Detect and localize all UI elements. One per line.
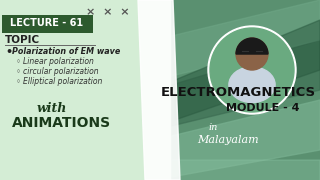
Text: Linear polarization: Linear polarization: [23, 57, 94, 66]
Text: Polarization of EM wave: Polarization of EM wave: [12, 48, 120, 57]
Bar: [155, 0, 320, 180]
Polygon shape: [155, 160, 320, 180]
Text: •: •: [5, 47, 12, 57]
Wedge shape: [236, 38, 268, 54]
Text: with: with: [37, 102, 67, 114]
FancyBboxPatch shape: [2, 15, 92, 33]
Text: ◦: ◦: [16, 68, 21, 76]
Text: in: in: [208, 123, 218, 132]
Text: ELECTROMAGNETICS: ELECTROMAGNETICS: [160, 86, 316, 98]
Polygon shape: [175, 20, 320, 120]
Text: circular polarization: circular polarization: [23, 68, 99, 76]
Text: Elliptical polarization: Elliptical polarization: [23, 78, 102, 87]
Text: ×  ×  ×: × × ×: [86, 7, 130, 17]
Bar: [0, 0, 170, 180]
Bar: [248, 58, 256, 68]
Circle shape: [210, 28, 294, 112]
Circle shape: [236, 38, 268, 70]
Polygon shape: [138, 0, 180, 180]
Text: MODULE - 4: MODULE - 4: [226, 103, 300, 113]
Text: Malayalam: Malayalam: [197, 135, 259, 145]
Text: ◦: ◦: [16, 78, 21, 87]
Polygon shape: [155, 40, 320, 130]
Text: ANIMATIONS: ANIMATIONS: [12, 116, 112, 130]
Polygon shape: [155, 0, 320, 80]
Circle shape: [208, 26, 296, 114]
Text: ◦: ◦: [16, 57, 21, 66]
Polygon shape: [155, 100, 320, 180]
Text: TOPIC: TOPIC: [5, 35, 40, 45]
Ellipse shape: [229, 67, 275, 103]
Text: LECTURE - 61: LECTURE - 61: [11, 19, 84, 28]
